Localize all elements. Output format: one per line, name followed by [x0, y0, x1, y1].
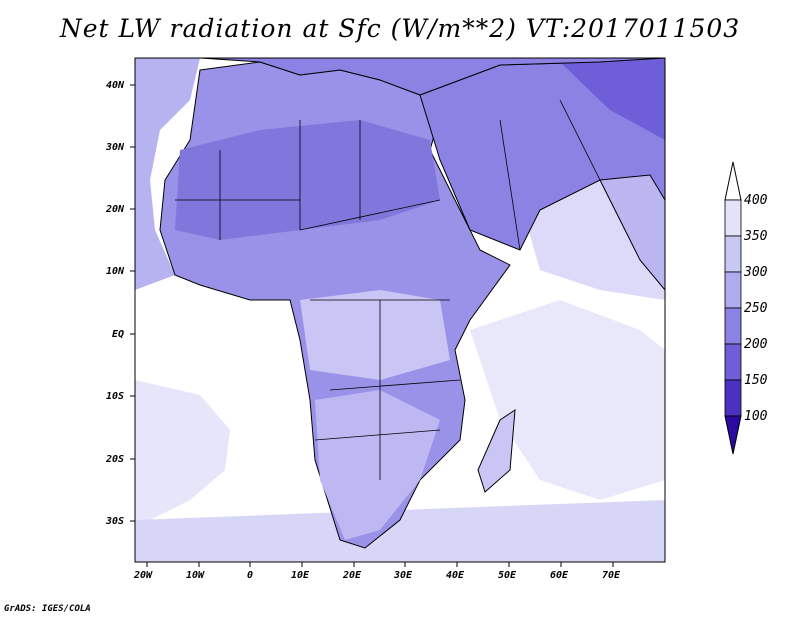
lon-tick-40e: 40E: [446, 570, 465, 581]
colorbar-seg-350-300: [724, 235, 742, 273]
lon-tick-30e: 30E: [393, 570, 413, 581]
colorbar-label-100: 100: [744, 409, 768, 424]
colorbar-label-150: 150: [744, 373, 768, 388]
colorbar-seg-200-150: [724, 343, 742, 381]
colorbar-label-400: 400: [744, 193, 768, 208]
grads-credit: GrADS: IGES/COLA: [4, 604, 91, 614]
lat-tick-10s: 10S: [106, 391, 124, 402]
iran-high-shading: [560, 58, 665, 140]
colorbar-bottom-arrow: [724, 415, 742, 455]
colorbar-label-250: 250: [744, 301, 768, 316]
atlantic-shading-south: [135, 380, 230, 520]
lat-tick-30n: 30N: [105, 142, 125, 153]
sahara-shading: [175, 120, 440, 240]
indian-ocean-shading: [470, 300, 665, 500]
lon-axis: 20W 10W 0 10E 20E 30E 40E 50E 60E 70E: [133, 562, 621, 581]
lat-tick-eq: EQ: [112, 329, 124, 340]
lat-tick-10n: 10N: [106, 266, 125, 277]
colorbar-seg-150-100: [724, 379, 742, 417]
madagascar-landmass: [477, 409, 516, 493]
lat-tick-40n: 40N: [106, 80, 125, 91]
country-borders: [175, 99, 601, 480]
lon-tick-0: 0: [247, 570, 253, 581]
plot-area: [134, 57, 666, 563]
lon-tick-70e: 70E: [602, 570, 621, 581]
lon-tick-50e: 50E: [498, 570, 517, 581]
atlantic-shading: [135, 58, 200, 290]
colorbar-seg-400-350: [724, 199, 742, 237]
colorbar-top-arrow: [724, 161, 742, 201]
lat-axis: 40N 30N 20N 10N EQ 10S 20S 30S: [105, 80, 135, 527]
colorbar-label-200: 200: [744, 337, 768, 352]
colorbar-label-300: 300: [744, 265, 768, 280]
colorbar-seg-300-250: [724, 271, 742, 309]
lon-tick-20e: 20E: [342, 570, 362, 581]
colorbar-label-350: 350: [744, 229, 768, 244]
map-title: Net LW radiation at Sfc (W/m**2) VT:2017…: [59, 14, 741, 43]
lat-tick-30s: 30S: [105, 516, 124, 527]
europe-landmass: [199, 57, 666, 96]
lon-tick-20w: 20W: [133, 570, 153, 581]
lon-tick-10e: 10E: [291, 570, 310, 581]
lon-tick-60e: 60E: [550, 570, 569, 581]
central-africa-shading: [300, 290, 450, 380]
lat-tick-20s: 20S: [105, 454, 124, 465]
colorbar: [724, 161, 742, 455]
colorbar-seg-250-200: [724, 307, 742, 345]
southern-africa-shading: [315, 390, 440, 540]
lat-tick-20n: 20N: [105, 204, 125, 215]
lon-tick-10w: 10W: [186, 570, 205, 581]
southern-band-shading: [135, 500, 665, 562]
